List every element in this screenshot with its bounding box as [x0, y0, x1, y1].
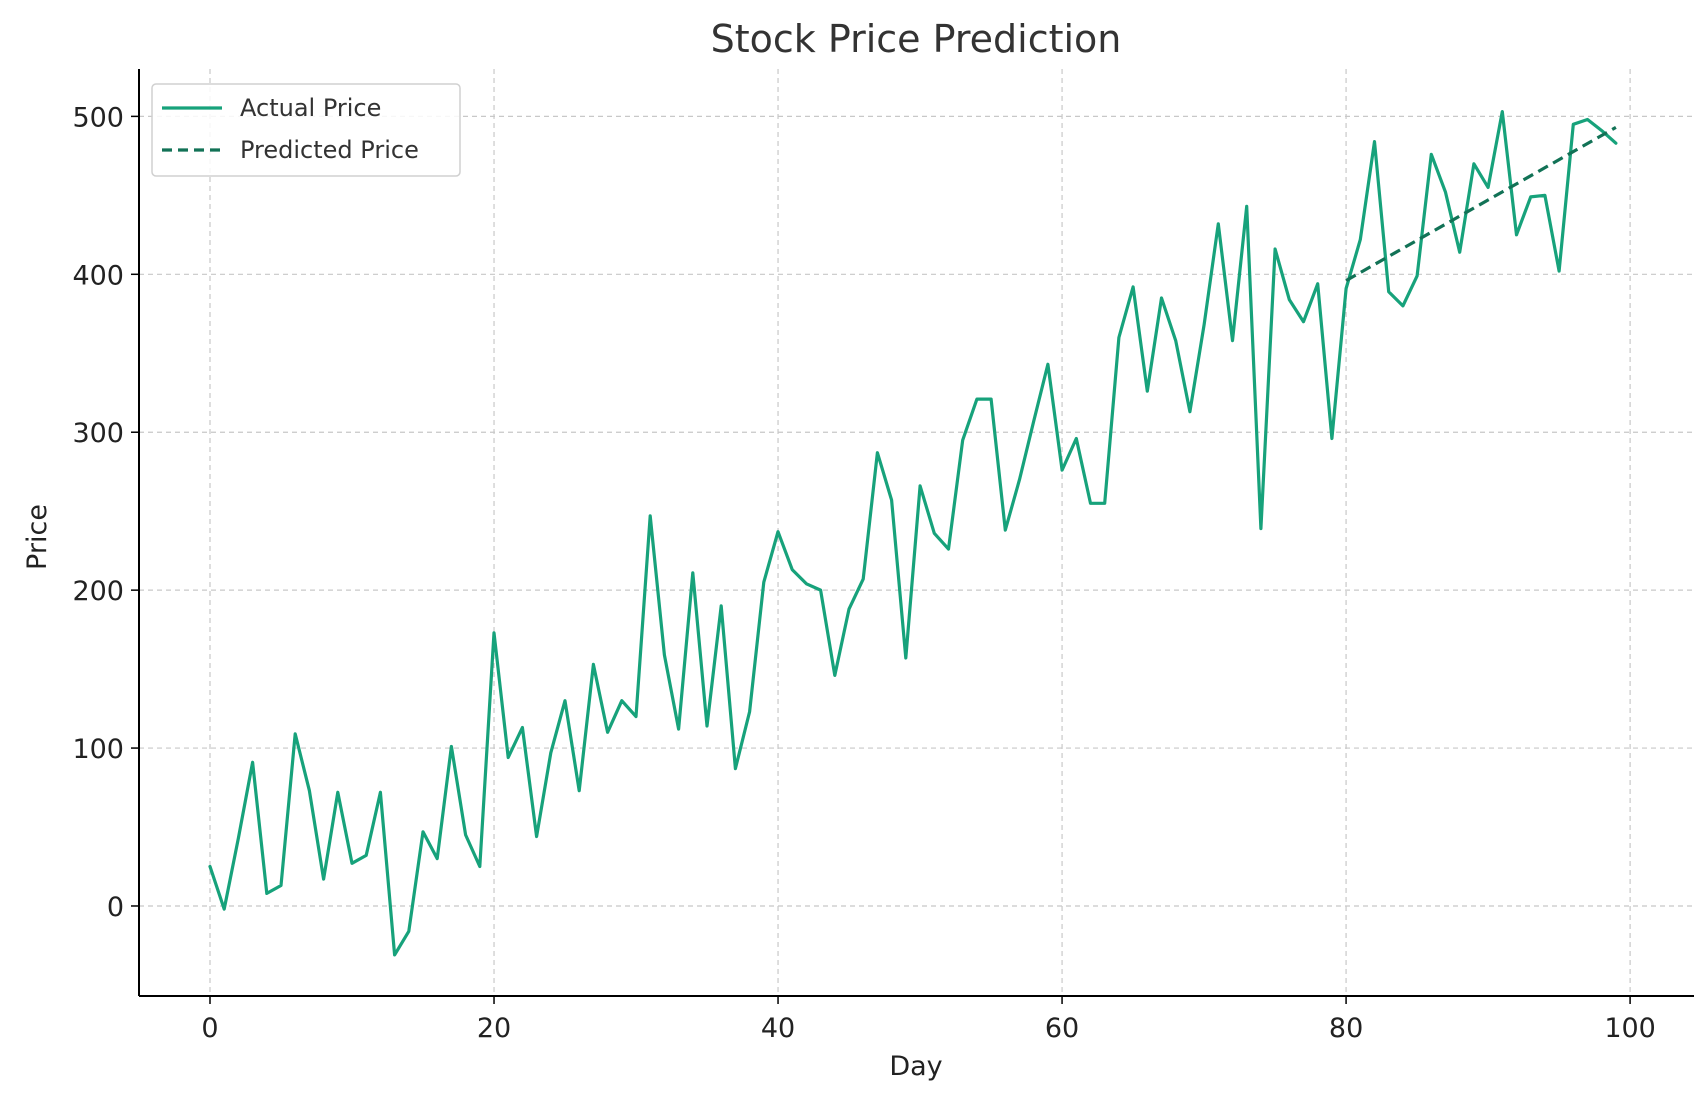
y-tick-label-200: 200	[72, 576, 124, 607]
actual-price-line	[208, 109, 1618, 957]
legend: Actual Price Predicted Price	[151, 83, 461, 177]
x-tick-label-80: 80	[1329, 1013, 1363, 1044]
y-tick-label-300: 300	[72, 418, 124, 449]
y-axis-label: Price	[22, 504, 53, 570]
legend-label-actual: Actual Price	[240, 94, 381, 122]
grid	[139, 69, 1694, 996]
x-tick-label-100: 100	[1604, 1013, 1656, 1044]
y-tick-label-400: 400	[72, 260, 124, 291]
y-tick-label-100: 100	[72, 734, 124, 765]
chart-title: Stock Price Prediction	[711, 17, 1122, 61]
x-tick-label-60: 60	[1045, 1013, 1079, 1044]
legend-box	[151, 83, 461, 177]
legend-label-predicted: Predicted Price	[240, 136, 419, 164]
ticks: 0 20 40 60 80 100 0 100 200 300 400 500	[72, 102, 1655, 1044]
axes	[138, 69, 1694, 997]
x-axis-label: Day	[889, 1051, 942, 1082]
x-tick-label-0: 0	[201, 1013, 218, 1044]
y-tick-label-0: 0	[107, 892, 124, 923]
series-lines	[208, 109, 1618, 957]
x-tick-label-20: 20	[477, 1013, 511, 1044]
predicted-price-line	[1345, 126, 1617, 282]
y-tick-label-500: 500	[72, 102, 124, 133]
x-tick-label-40: 40	[761, 1013, 795, 1044]
